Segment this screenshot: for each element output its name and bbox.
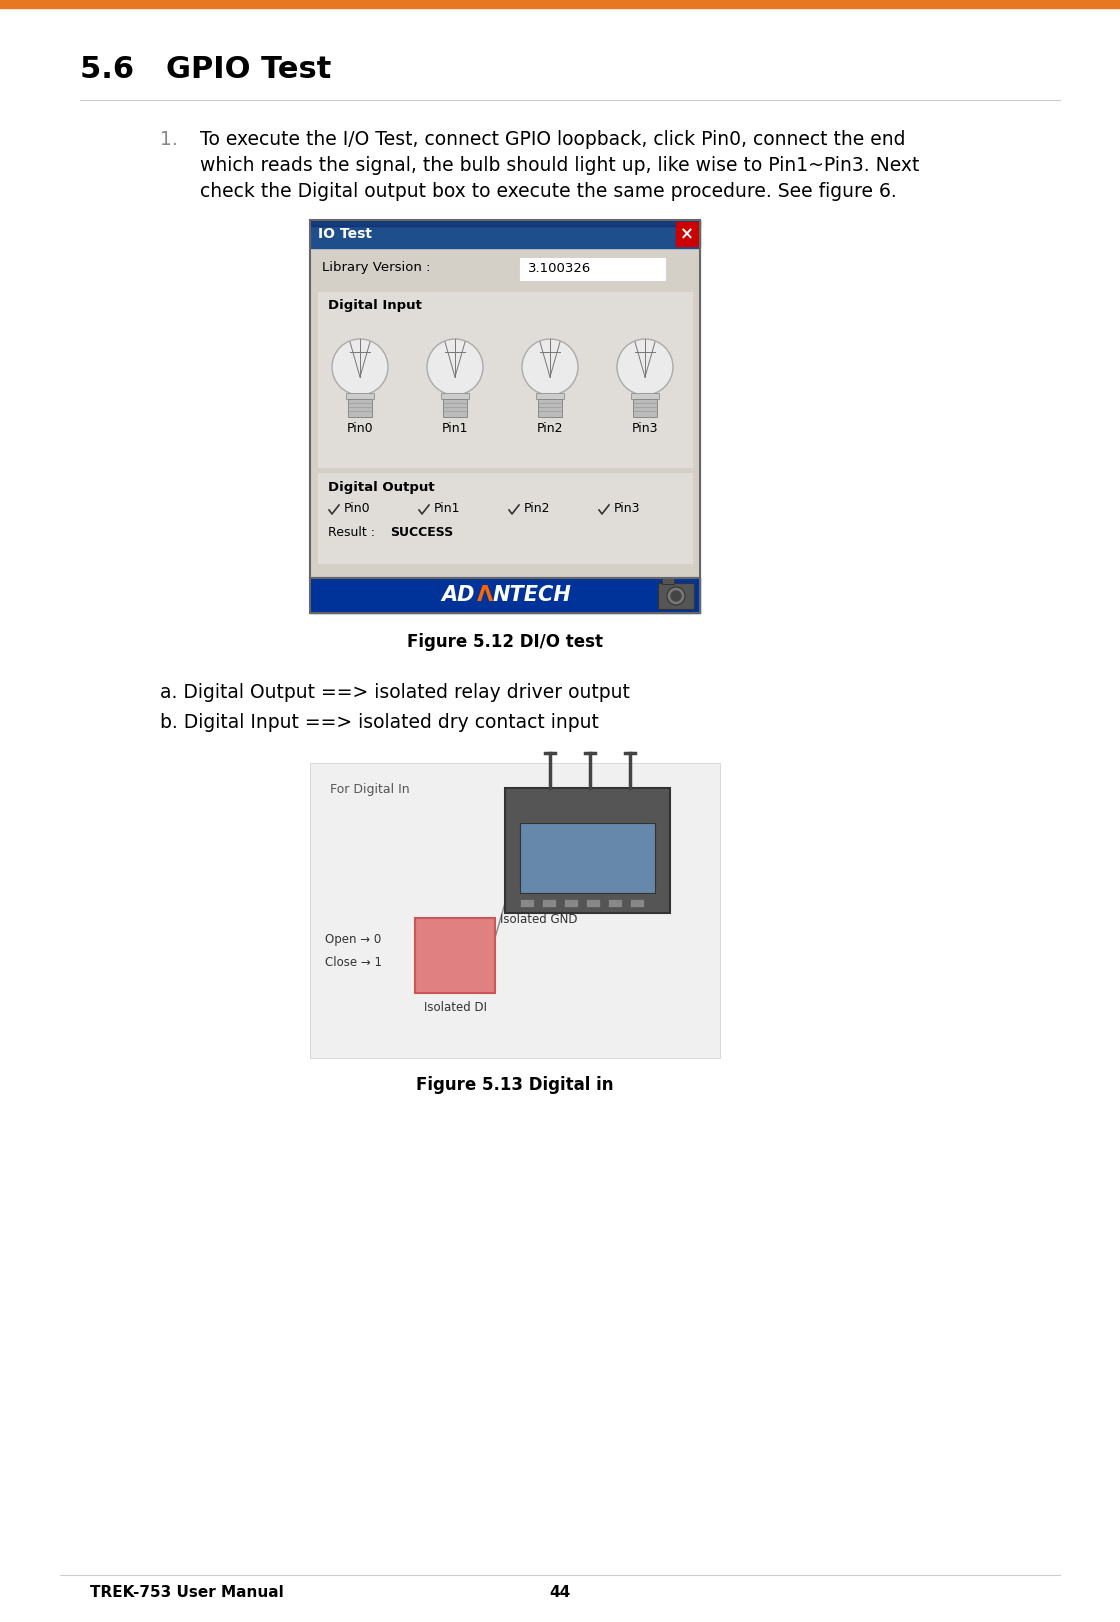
Bar bbox=[662, 577, 674, 584]
Bar bbox=[598, 503, 610, 516]
Bar bbox=[633, 399, 657, 417]
Text: Figure 5.12 DI/O test: Figure 5.12 DI/O test bbox=[407, 633, 603, 650]
Bar bbox=[520, 899, 534, 907]
Bar bbox=[310, 577, 700, 613]
Bar bbox=[520, 822, 655, 894]
Text: Pin1: Pin1 bbox=[441, 422, 468, 435]
Text: a. Digital Output ==> isolated relay driver output: a. Digital Output ==> isolated relay dri… bbox=[160, 683, 629, 702]
Text: Digital Input: Digital Input bbox=[328, 300, 422, 313]
Text: b. Digital Input ==> isolated dry contact input: b. Digital Input ==> isolated dry contac… bbox=[160, 714, 599, 732]
Text: Isolated GND: Isolated GND bbox=[500, 913, 578, 926]
Text: NTECH: NTECH bbox=[493, 586, 572, 605]
Text: Pin3: Pin3 bbox=[614, 503, 641, 516]
Bar bbox=[536, 393, 564, 399]
Circle shape bbox=[671, 590, 681, 602]
Bar bbox=[416, 918, 495, 993]
Text: TREK-753 User Manual: TREK-753 User Manual bbox=[90, 1585, 283, 1599]
Bar bbox=[508, 503, 520, 516]
Bar bbox=[310, 221, 700, 225]
Bar bbox=[631, 393, 659, 399]
Text: Figure 5.13 Digital in: Figure 5.13 Digital in bbox=[417, 1075, 614, 1093]
Bar bbox=[441, 393, 469, 399]
Text: To execute the I/O Test, connect GPIO loopback, click Pin0, connect the end: To execute the I/O Test, connect GPIO lo… bbox=[200, 130, 905, 149]
Circle shape bbox=[522, 339, 578, 396]
Text: 44: 44 bbox=[550, 1585, 570, 1599]
Text: Pin2: Pin2 bbox=[524, 503, 551, 516]
Text: Result :: Result : bbox=[328, 527, 375, 540]
Text: Isolated DI: Isolated DI bbox=[423, 1001, 486, 1014]
Text: 3.100326: 3.100326 bbox=[528, 263, 591, 276]
Bar bbox=[418, 503, 430, 516]
Circle shape bbox=[668, 587, 685, 605]
Text: Pin0: Pin0 bbox=[344, 503, 371, 516]
Text: Close → 1: Close → 1 bbox=[325, 957, 382, 970]
Bar bbox=[444, 399, 467, 417]
Bar bbox=[659, 582, 694, 608]
Circle shape bbox=[332, 339, 388, 396]
Text: check the Digital output box to execute the same procedure. See figure 6.: check the Digital output box to execute … bbox=[200, 182, 897, 201]
Text: Open → 0: Open → 0 bbox=[325, 934, 381, 947]
Bar bbox=[310, 221, 700, 248]
Text: Pin2: Pin2 bbox=[536, 422, 563, 435]
Text: ×: × bbox=[680, 225, 694, 243]
Bar bbox=[676, 222, 698, 247]
Bar bbox=[564, 899, 578, 907]
Circle shape bbox=[617, 339, 673, 396]
Bar bbox=[348, 399, 372, 417]
Bar bbox=[346, 393, 374, 399]
Text: which reads the signal, the bulb should light up, like wise to Pin1~Pin3. Next: which reads the signal, the bulb should … bbox=[200, 156, 920, 175]
Text: 5.6   GPIO Test: 5.6 GPIO Test bbox=[80, 55, 332, 84]
Bar bbox=[310, 221, 700, 577]
Bar bbox=[505, 788, 670, 913]
Bar bbox=[542, 899, 556, 907]
Bar bbox=[310, 248, 700, 577]
Text: SUCCESS: SUCCESS bbox=[390, 527, 454, 540]
Text: Pin1: Pin1 bbox=[435, 503, 460, 516]
Bar bbox=[586, 899, 600, 907]
Text: Pin0: Pin0 bbox=[347, 422, 373, 435]
Text: For Digital In: For Digital In bbox=[330, 783, 410, 796]
Bar bbox=[538, 399, 562, 417]
Text: Library Version :: Library Version : bbox=[323, 261, 430, 274]
Bar bbox=[629, 899, 644, 907]
Text: Λ: Λ bbox=[477, 586, 493, 605]
Text: AD: AD bbox=[441, 586, 475, 605]
Bar bbox=[310, 577, 700, 613]
Text: 1.: 1. bbox=[160, 130, 178, 149]
Bar bbox=[318, 474, 692, 563]
Circle shape bbox=[427, 339, 483, 396]
Text: IO Test: IO Test bbox=[318, 227, 372, 242]
Bar bbox=[318, 292, 692, 467]
Text: Pin3: Pin3 bbox=[632, 422, 659, 435]
Bar bbox=[0, 0, 1120, 8]
Bar bbox=[328, 503, 340, 516]
Bar bbox=[608, 899, 622, 907]
Bar bbox=[310, 762, 720, 1058]
Bar bbox=[520, 258, 665, 281]
Text: Digital Output: Digital Output bbox=[328, 480, 435, 493]
